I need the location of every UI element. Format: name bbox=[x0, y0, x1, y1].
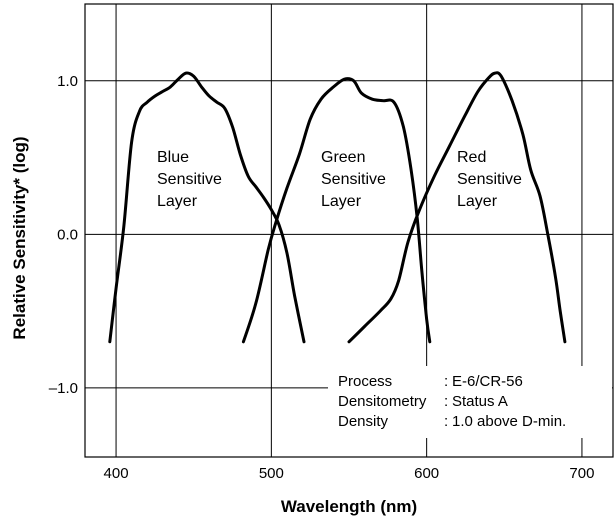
y-tick-label-1: 1.0 bbox=[57, 73, 78, 90]
tick-labels: 400 500 600 700 1.0 0.0 –1.0 bbox=[49, 73, 595, 482]
red-layer-label-line-2: Sensitive bbox=[457, 171, 522, 188]
x-axis-title: Wavelength (nm) bbox=[281, 497, 417, 516]
note-sep-density: : bbox=[444, 413, 448, 430]
note-key-process: Process bbox=[338, 373, 392, 390]
blue-layer-label-line-1: Blue bbox=[157, 149, 189, 166]
sensitivity-curves bbox=[108, 71, 567, 344]
note-value-densitometry: Status A bbox=[452, 393, 508, 410]
x-tick-label-700: 700 bbox=[569, 465, 594, 482]
green-sensitivity-curve bbox=[241, 77, 432, 344]
plot-frame bbox=[84, 3, 614, 458]
x-tick-label-600: 600 bbox=[414, 465, 439, 482]
y-tick-label-0: 0.0 bbox=[57, 226, 78, 243]
notes-box: Process : E-6/CR-56 Densitometry : Statu… bbox=[328, 366, 612, 438]
note-key-densitometry: Densitometry bbox=[338, 393, 427, 410]
blue-layer-label-line-3: Layer bbox=[157, 193, 198, 210]
note-sep-process: : bbox=[444, 373, 448, 390]
red-layer-label-line-3: Layer bbox=[457, 193, 498, 210]
red-layer-label-line-1: Red bbox=[457, 149, 486, 166]
blue-sensitivity-curve bbox=[108, 71, 306, 344]
x-tick-label-400: 400 bbox=[104, 465, 129, 482]
note-sep-densitometry: : bbox=[444, 393, 448, 410]
green-layer-label-line-3: Layer bbox=[321, 193, 362, 210]
blue-layer-label-line-2: Sensitive bbox=[157, 171, 222, 188]
y-tick-label--1: –1.0 bbox=[49, 380, 78, 397]
note-key-density: Density bbox=[338, 413, 389, 430]
red-sensitivity-curve bbox=[347, 71, 567, 344]
notes-box-background bbox=[328, 366, 612, 438]
curve-labels: Blue Sensitive Layer Green Sensitive Layer Red… bbox=[157, 149, 522, 210]
green-layer-label-line-1: Green bbox=[321, 149, 365, 166]
note-value-process: E-6/CR-56 bbox=[452, 373, 523, 390]
y-axis-title: Relative Sensitivity* (log) bbox=[10, 136, 29, 339]
note-value-density: 1.0 above D-min. bbox=[452, 413, 566, 430]
x-tick-label-500: 500 bbox=[259, 465, 284, 482]
green-layer-label-line-2: Sensitive bbox=[321, 171, 386, 188]
